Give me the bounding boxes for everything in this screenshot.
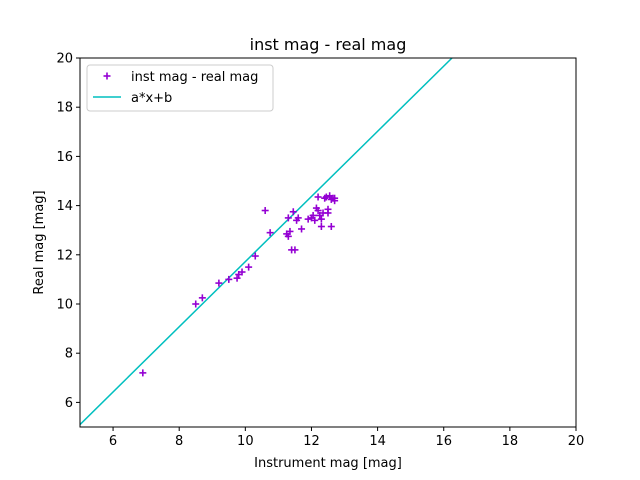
legend-label-line: a*x+b	[131, 91, 172, 106]
scatter-point	[192, 300, 200, 308]
scatter-point	[251, 252, 259, 260]
y-tick-label: 8	[65, 347, 73, 362]
y-tick-label: 12	[56, 248, 73, 263]
scatter-point	[309, 211, 317, 219]
scatter-point	[314, 207, 322, 215]
scatter-point	[289, 208, 297, 216]
legend-label-scatter: inst mag - real mag	[131, 70, 258, 85]
y-tick-label: 18	[56, 101, 73, 116]
y-axis-label: Real mag [mag]	[32, 190, 47, 294]
y-tick-label: 20	[56, 52, 73, 67]
y-axis-ticks: 6 8 10 12 14 16 18 20	[56, 52, 80, 411]
scatter-point	[317, 223, 325, 231]
scatter-point	[284, 214, 292, 222]
scatter-point	[327, 223, 335, 231]
chart-title-text: inst mag - real mag	[250, 35, 407, 54]
scatter-point	[245, 263, 253, 271]
legend-box	[86, 64, 274, 112]
scatter-point	[238, 268, 246, 276]
y-tick-label: 6	[65, 396, 73, 411]
plot-area: 6 8 10 12 14 16 18 20 6 8 10 12 14 16 18 20	[56, 52, 584, 450]
x-axis-label: Instrument mag [mag]	[254, 456, 402, 471]
scatter-point	[324, 209, 332, 217]
x-tick-label: 20	[568, 434, 585, 449]
legend-plus-marker	[103, 72, 111, 80]
scatter-point	[284, 232, 292, 240]
scatter-point	[294, 214, 302, 222]
scatter-point	[311, 216, 319, 224]
scatter-point	[317, 215, 325, 223]
scatter-point	[304, 215, 312, 223]
legend-entry-line: a*x+b	[93, 91, 172, 106]
y-tick-label: 16	[56, 150, 73, 165]
scatter-point	[322, 193, 330, 201]
y-tick-label: 14	[56, 199, 73, 214]
scatter-point	[215, 279, 223, 287]
scatter-point	[314, 193, 322, 201]
scatter-point	[225, 275, 233, 283]
scatter-point	[298, 225, 306, 233]
legend: inst mag - real mag a*x+b	[86, 64, 274, 112]
scatter-point	[331, 194, 339, 202]
x-tick-label: 6	[109, 434, 117, 449]
series-layer	[80, 58, 453, 426]
x-tick-label: 18	[502, 434, 519, 449]
x-tick-label: 10	[237, 434, 254, 449]
y-tick-label: 10	[56, 298, 73, 313]
x-tick-label: 16	[435, 434, 452, 449]
scatter-point	[139, 369, 147, 377]
scatter-point	[261, 207, 269, 215]
chart-title: inst mag - real mag	[250, 35, 407, 54]
x-tick-label: 14	[369, 434, 386, 449]
scatter-point	[198, 294, 206, 302]
x-tick-label: 8	[175, 434, 183, 449]
legend-marker-plus-icon	[103, 72, 111, 80]
scatter-point	[291, 246, 299, 254]
plot-frame	[79, 57, 577, 428]
scatter-point	[266, 229, 274, 237]
scatter-point	[233, 274, 241, 282]
x-axis-ticks: 6 8 10 12 14 16 18 20	[109, 427, 584, 449]
x-tick-label: 12	[303, 434, 320, 449]
scatter-point	[286, 227, 294, 235]
fit-line	[80, 58, 453, 426]
legend-entry-scatter: inst mag - real mag	[103, 70, 258, 85]
